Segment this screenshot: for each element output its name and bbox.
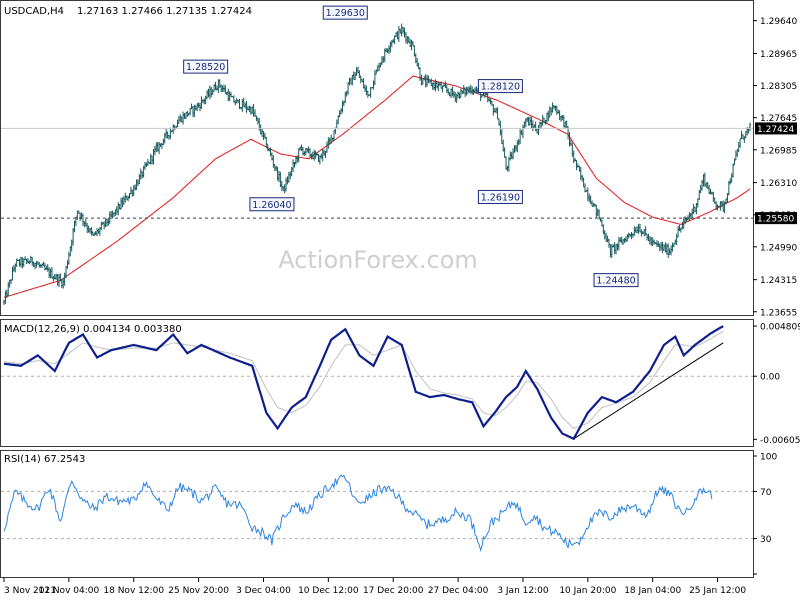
macd-title: MACD(12,26,9) 0.004134 0.003380 [4, 324, 182, 335]
price-annotation-label: 1.28120 [481, 82, 520, 93]
price-annotation: 1.29630 [323, 6, 367, 19]
time-tick-label: 25 Jan 12:00 [689, 586, 746, 596]
rsi-y-tick-label: 100 [760, 453, 777, 463]
time-tick-label: 10 Jan 20:00 [559, 586, 616, 596]
rsi-y-tick-label: 70 [760, 488, 772, 498]
rsi-title: RSI(14) 67.2543 [4, 454, 85, 465]
time-tick-label: 17 Dec 20:00 [363, 586, 424, 596]
watermark: ActionForex.com [278, 246, 478, 274]
price-annotation: 1.26190 [478, 190, 522, 203]
time-tick-label: 11 Nov 04:00 [39, 586, 100, 596]
price-annotation-label: 1.26190 [481, 192, 520, 203]
macd-y-tick-label: -0.00605 [760, 436, 800, 446]
rsi-y-tick-label: 30 [760, 535, 772, 545]
price-annotation: 1.28120 [478, 80, 522, 93]
time-tick-label: 3 Dec 04:00 [236, 586, 291, 596]
price-y-tick-label: 1.29640 [760, 17, 797, 27]
time-tick-label: 25 Nov 20:00 [168, 586, 229, 596]
price-header-symbol: USDCAD,H4 [4, 6, 64, 17]
price-annotation-label: 1.24480 [596, 276, 635, 287]
macd-y-tick-label: 0.004809 [760, 323, 800, 333]
price-y-tick-label: 1.24990 [760, 243, 797, 253]
price-y-tick-label: 1.26310 [760, 179, 797, 189]
price-annotation: 1.26040 [250, 198, 294, 211]
time-tick-label: 3 Jan 12:00 [497, 586, 549, 596]
price-y-tick-label: 1.24315 [760, 276, 797, 286]
support-level-label: 1.25580 [757, 215, 794, 225]
price-annotation: 1.28520 [184, 60, 228, 73]
time-tick-label: 27 Dec 04:00 [428, 586, 489, 596]
price-annotation-label: 1.28520 [186, 62, 225, 73]
price-y-tick-label: 1.28965 [760, 50, 797, 60]
price-y-tick-label: 1.26985 [760, 146, 797, 156]
price-annotation-label: 1.26040 [252, 200, 291, 211]
time-tick-label: 18 Jan 04:00 [624, 586, 681, 596]
price-annotation: 1.24480 [594, 274, 638, 287]
price-annotation-label: 1.29630 [326, 8, 365, 19]
time-tick-label: 18 Nov 12:00 [103, 586, 164, 596]
price-y-tick-label: 1.28305 [760, 82, 797, 92]
time-tick-label: 10 Dec 12:00 [298, 586, 359, 596]
price-header-ohlc: 1.27163 1.27466 1.27135 1.27424 [77, 6, 252, 17]
price-y-tick-label: 1.23655 [760, 308, 797, 318]
macd-y-tick-label: 0.00 [760, 373, 780, 383]
current-price-label: 1.27424 [757, 125, 794, 135]
